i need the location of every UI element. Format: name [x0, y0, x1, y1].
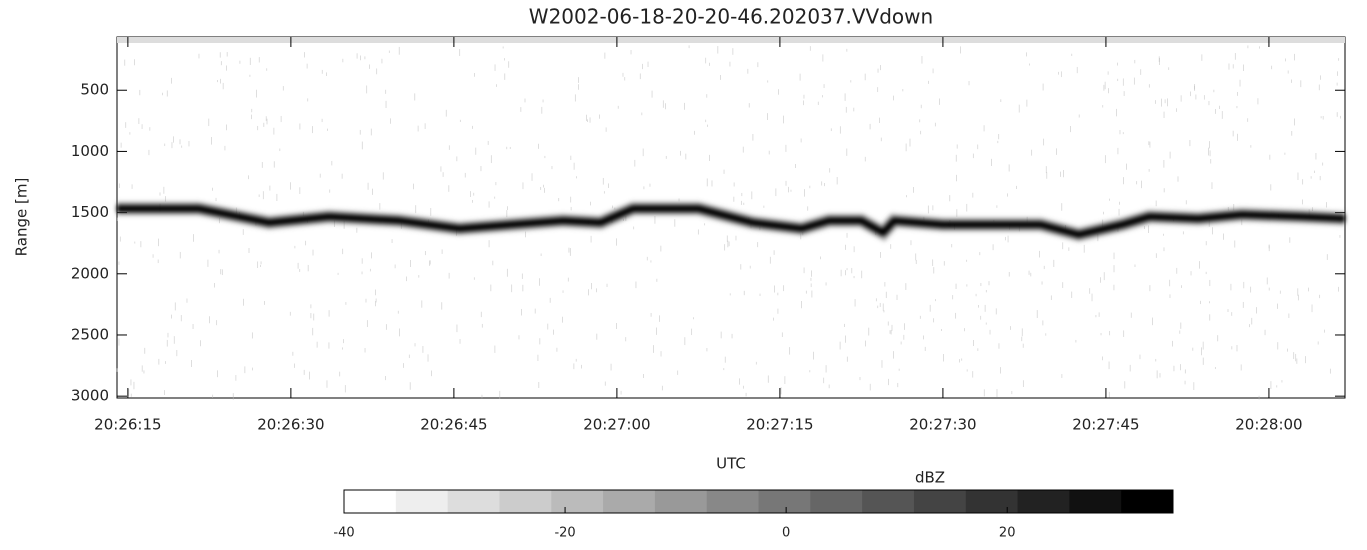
colorbar-block — [965, 490, 1019, 513]
colorbar-block — [603, 490, 656, 513]
y-tick-label: 2000 — [71, 264, 109, 282]
colorbar-block — [862, 490, 915, 513]
colorbar-tick-label: 20 — [999, 526, 1016, 541]
colorbar-block — [395, 490, 449, 513]
colorbar-tick-label: 0 — [782, 526, 790, 541]
chart-title: W2002-06-18-20-20-46.202037.VVdown — [529, 5, 933, 29]
colorbar-label: dBZ — [915, 469, 945, 487]
x-axis-label: UTC — [716, 455, 746, 473]
colorbar-block — [551, 490, 604, 513]
y-tick-label: 500 — [80, 81, 109, 99]
colorbar-block — [447, 490, 500, 513]
colorbar-tick-label: -40 — [333, 526, 354, 541]
colorbar-block — [654, 490, 708, 513]
x-tick-label: 20:27:30 — [909, 416, 976, 434]
x-tick-label: 20:27:00 — [583, 416, 650, 434]
x-tick-label: 20:26:45 — [420, 416, 487, 434]
y-tick-label: 2500 — [71, 325, 109, 343]
y-tick-label: 3000 — [71, 387, 109, 405]
x-tick-label: 20:26:15 — [94, 416, 161, 434]
x-tick-label: 20:26:30 — [257, 416, 324, 434]
colorbar-block — [706, 490, 759, 513]
x-tick-label: 20:27:15 — [746, 416, 813, 434]
colorbar-block — [810, 490, 863, 513]
y-tick-label: 1500 — [71, 203, 109, 221]
y-axis-label: Range [m] — [13, 178, 31, 257]
top-band — [117, 37, 1345, 43]
colorbar-block — [1121, 490, 1174, 513]
y-tick-label: 1000 — [71, 142, 109, 160]
x-tick-label: 20:27:45 — [1072, 416, 1139, 434]
colorbar-block — [1069, 490, 1122, 513]
colorbar-tick-label: -20 — [554, 526, 575, 541]
colorbar-block — [1017, 490, 1070, 513]
echo-layer — [117, 205, 1346, 239]
colorbar-block — [913, 490, 967, 513]
x-tick-label: 20:28:00 — [1235, 416, 1302, 434]
colorbar-block — [499, 490, 552, 513]
colorbar-block — [344, 490, 397, 513]
colorbar-frame — [343, 489, 1174, 514]
colorbar-block — [758, 490, 811, 513]
